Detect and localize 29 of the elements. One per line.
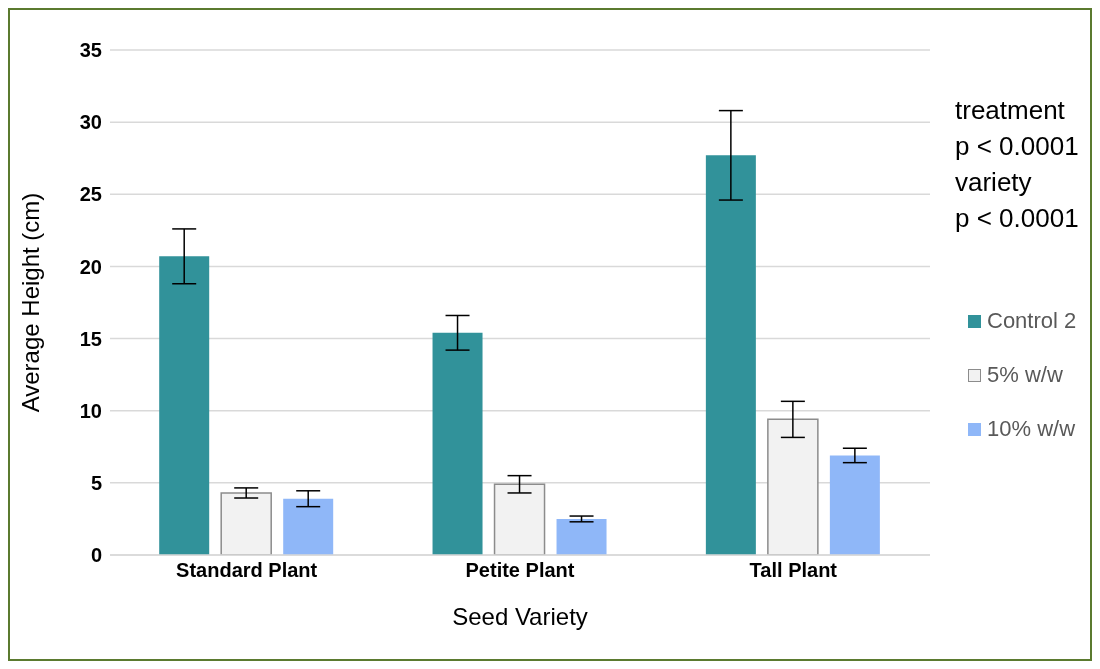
y-tick-label: 10: [79, 399, 102, 422]
y-tick-label: 25: [79, 183, 102, 206]
bar: [767, 418, 819, 555]
bar: [829, 455, 880, 555]
y-tick-label: 5: [90, 471, 102, 494]
bar: [432, 332, 483, 555]
bar: [159, 256, 210, 555]
bar: [705, 155, 756, 555]
legend-label: 5% w/w: [987, 362, 1063, 388]
y-tick-label: 20: [79, 255, 102, 278]
legend-label: 10% w/w: [987, 416, 1076, 442]
y-tick-label: 35: [79, 39, 102, 62]
legend-label: Control 2: [987, 308, 1077, 334]
text: variety: [955, 166, 1033, 199]
x-tick-label: Standard Plant: [176, 559, 318, 582]
y-tick-label: 15: [79, 327, 102, 350]
y-tick-label: 0: [90, 544, 102, 567]
y-axis-title: Average Height (cm): [16, 192, 44, 413]
bar: [493, 483, 546, 555]
bar: [220, 492, 272, 555]
bar: [283, 498, 334, 555]
x-tick-label: Tall Plant: [749, 559, 838, 582]
text: p < 0.0001: [955, 202, 1079, 235]
y-tick-label: 30: [79, 111, 102, 134]
text: p < 0.0001: [955, 130, 1079, 163]
text: treatment: [955, 94, 1066, 127]
bar: [556, 518, 607, 555]
x-tick-label: Petite Plant: [465, 559, 575, 582]
x-axis-title: Seed Variety: [452, 603, 588, 630]
